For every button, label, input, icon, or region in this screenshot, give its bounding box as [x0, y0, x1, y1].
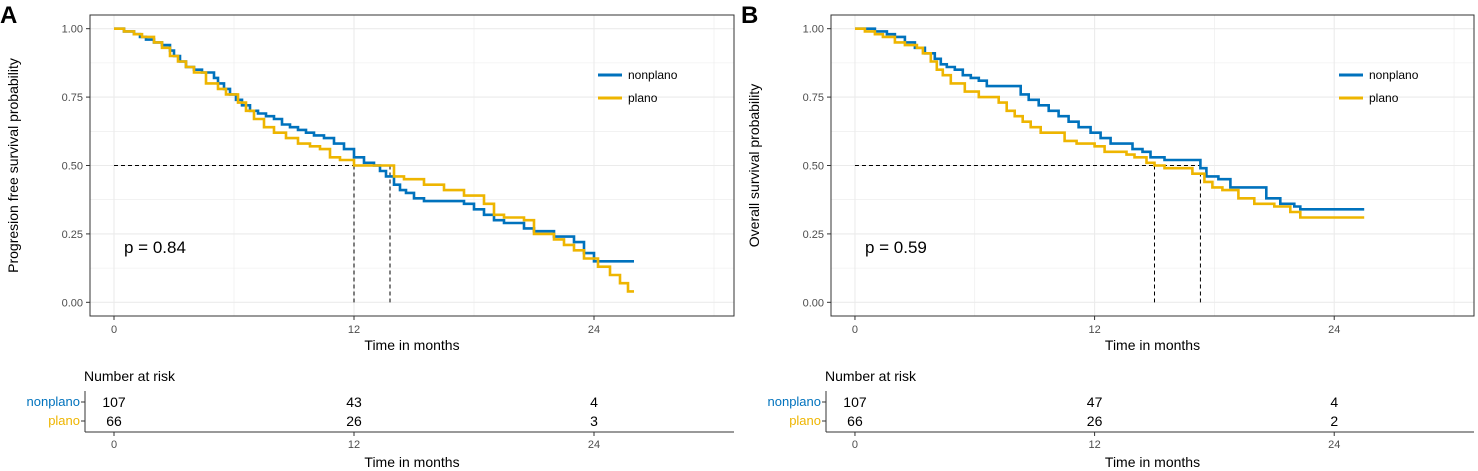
risk-count: 107: [102, 394, 126, 410]
x-axis-title: Time in months: [364, 337, 459, 353]
risk-x-tick-label: 12: [348, 439, 360, 451]
risk-count: 26: [346, 413, 362, 429]
risk-count: 66: [106, 413, 122, 429]
y-tick-label: 0.75: [803, 92, 824, 104]
y-tick-label: 0.25: [803, 229, 824, 241]
risk-row-label-nonplano: nonplano: [27, 394, 81, 409]
x-tick-label: 24: [1328, 324, 1340, 336]
risk-x-tick-label: 0: [852, 439, 858, 451]
risk-count: 43: [346, 394, 362, 410]
gridlines: [831, 15, 1474, 316]
survival-curve-plano: [855, 27, 1365, 219]
risk-row-label-plano: plano: [789, 413, 821, 428]
risk-count: 26: [1087, 413, 1103, 429]
y-tick-label: 0.50: [62, 161, 83, 173]
risk-table-title: Number at risk: [84, 368, 176, 384]
legend: nonplano plano: [598, 68, 678, 105]
panel-a: A 0.00 0.25 0.50 0.75 1.00 0 12 24 Time in months…: [0, 2, 735, 470]
risk-count: 107: [843, 394, 867, 410]
risk-row-label-plano: plano: [48, 413, 80, 428]
x-tick-label: 24: [588, 324, 600, 336]
x-tick-label: 12: [1088, 324, 1100, 336]
legend: nonplano plano: [1339, 68, 1419, 105]
risk-count: 2: [1330, 413, 1338, 429]
y-tick-label: 0.50: [803, 161, 824, 173]
p-value-annotation: p = 0.59: [865, 238, 927, 257]
legend-label-plano: plano: [628, 91, 658, 105]
risk-x-tick-label: 0: [111, 439, 117, 451]
p-value-annotation: p = 0.84: [124, 238, 186, 257]
y-tick-label: 1.00: [803, 24, 824, 36]
x-tick-label: 12: [348, 324, 360, 336]
risk-x-tick-label: 24: [1328, 439, 1340, 451]
risk-count: 4: [1330, 394, 1338, 410]
x-axis-title: Time in months: [1105, 337, 1200, 353]
y-axis-title: Progresion free survival probability: [5, 58, 21, 273]
risk-table-title: Number at risk: [825, 368, 917, 384]
gridlines: [90, 15, 734, 316]
x-tick-label: 0: [852, 324, 858, 336]
risk-x-tick-label: 12: [1088, 439, 1100, 451]
panel-label: A: [0, 2, 17, 29]
risk-x-tick-label: 24: [588, 439, 600, 451]
panel-label: B: [741, 2, 758, 29]
x-tick-label: 0: [111, 324, 117, 336]
risk-row-label-nonplano: nonplano: [768, 394, 822, 409]
risk-count: 3: [590, 413, 598, 429]
risk-count: 47: [1087, 394, 1103, 410]
legend-label-plano: plano: [1369, 91, 1399, 105]
y-tick-label: 0.00: [62, 297, 83, 309]
y-tick-label: 1.00: [62, 24, 83, 36]
y-tick-label: 0.75: [62, 92, 83, 104]
y-tick-label: 0.00: [803, 297, 824, 309]
legend-label-nonplano: nonplano: [1369, 68, 1419, 82]
y-tick-label: 0.25: [62, 229, 83, 241]
legend-label-nonplano: nonplano: [628, 68, 678, 82]
survival-curve-plano: [114, 27, 634, 293]
y-axis-title: Overall survival probability: [746, 84, 762, 247]
risk-x-axis-title: Time in months: [364, 454, 459, 470]
risk-count: 4: [590, 394, 598, 410]
survival-curve-nonplano: [855, 27, 1365, 211]
risk-count: 66: [847, 413, 863, 429]
risk-x-axis-title: Time in months: [1105, 454, 1200, 470]
